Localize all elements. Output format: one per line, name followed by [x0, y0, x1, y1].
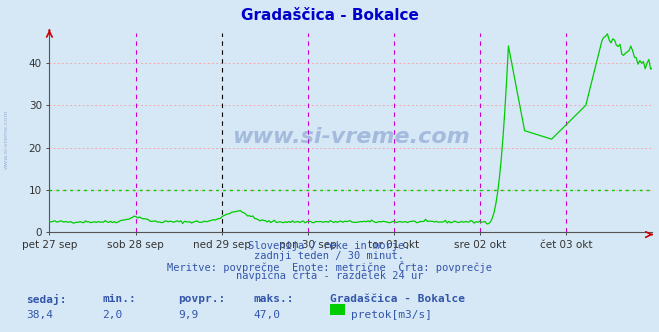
Text: zadnji teden / 30 minut.: zadnji teden / 30 minut.: [254, 251, 405, 261]
Text: pretok[m3/s]: pretok[m3/s]: [351, 310, 432, 320]
Text: povpr.:: povpr.:: [178, 294, 225, 304]
Text: 38,4: 38,4: [26, 310, 53, 320]
Text: maks.:: maks.:: [254, 294, 294, 304]
Text: 47,0: 47,0: [254, 310, 281, 320]
Text: Gradaščica - Bokalce: Gradaščica - Bokalce: [330, 294, 465, 304]
Text: Slovenija / reke in morje.: Slovenija / reke in morje.: [248, 241, 411, 251]
Text: www.si-vreme.com: www.si-vreme.com: [232, 127, 470, 147]
Text: Meritve: povprečne  Enote: metrične  Črta: povprečje: Meritve: povprečne Enote: metrične Črta:…: [167, 261, 492, 273]
Text: 2,0: 2,0: [102, 310, 123, 320]
Text: 9,9: 9,9: [178, 310, 198, 320]
Text: sedaj:: sedaj:: [26, 294, 67, 305]
Text: www.si-vreme.com: www.si-vreme.com: [4, 110, 9, 169]
Text: min.:: min.:: [102, 294, 136, 304]
Text: Gradaščica - Bokalce: Gradaščica - Bokalce: [241, 8, 418, 23]
Text: navpična črta - razdelek 24 ur: navpična črta - razdelek 24 ur: [236, 271, 423, 281]
